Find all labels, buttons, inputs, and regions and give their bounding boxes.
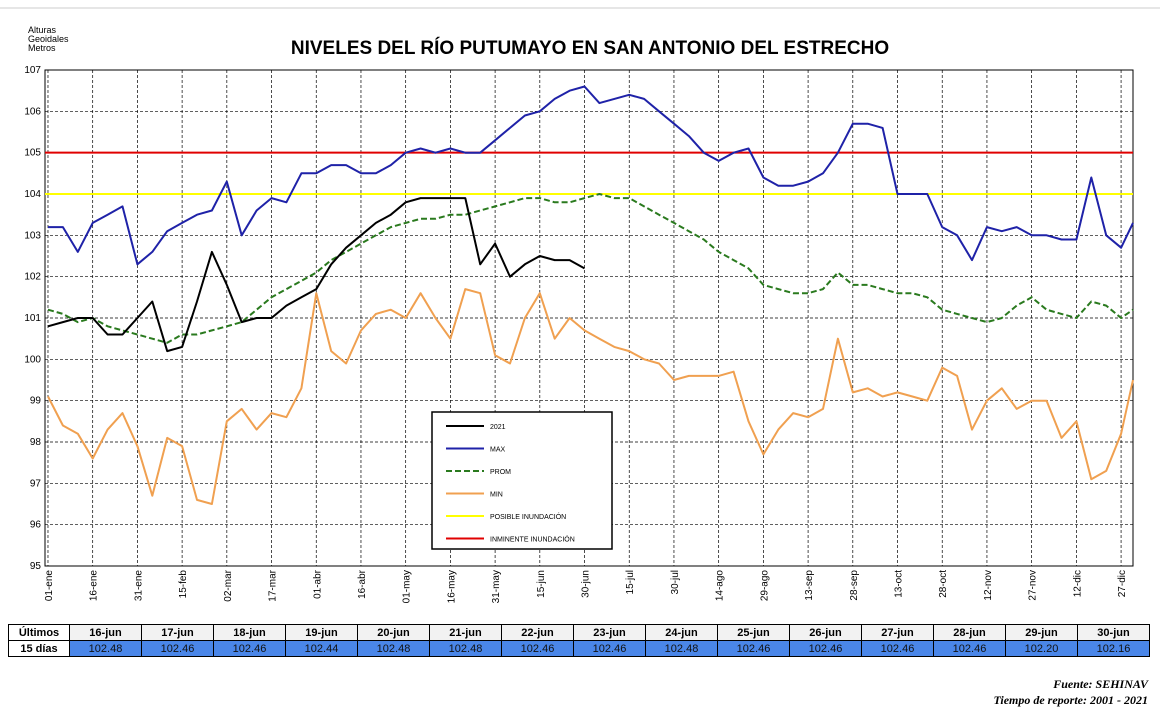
date-cell: 20-jun: [357, 624, 430, 641]
legend-box: [431, 411, 613, 550]
y-tick-label: 103: [24, 230, 41, 241]
value-cell: 102.16: [1077, 640, 1150, 657]
value-cell: 102.48: [645, 640, 718, 657]
x-tick-label: 16-ene: [89, 570, 100, 602]
x-tick-label: 15-jul: [625, 570, 636, 594]
legend-label: INMINENTE INUNDACIÓN: [490, 535, 575, 544]
legend-label: MIN: [490, 492, 503, 499]
x-tick-label: 13-oct: [894, 570, 905, 598]
date-cell: 18-jun: [213, 624, 286, 641]
x-tick-label: 16-may: [446, 570, 457, 603]
x-tick-label: 29-ago: [759, 570, 770, 602]
legend-label: MAX: [490, 447, 506, 454]
x-tick-label: 13-sep: [804, 570, 815, 601]
x-tick-label: 28-sep: [849, 570, 860, 601]
x-tick-label: 15-feb: [178, 570, 189, 599]
y-tick-label: 100: [24, 354, 41, 365]
date-cell: 24-jun: [645, 624, 718, 641]
value-cell: 102.46: [861, 640, 934, 657]
x-tick-label: 12-dic: [1072, 570, 1083, 597]
y-tick-label: 96: [30, 520, 42, 531]
x-tick-label: 12-nov: [983, 570, 994, 601]
date-cell: 21-jun: [429, 624, 502, 641]
date-cell: 17-jun: [141, 624, 214, 641]
date-cell: 22-jun: [501, 624, 574, 641]
date-cell: 23-jun: [573, 624, 646, 641]
value-cell: 102.48: [429, 640, 502, 657]
date-cell: 29-jun: [1005, 624, 1078, 641]
value-cell: 102.46: [213, 640, 286, 657]
x-tick-label: 27-dic: [1117, 570, 1128, 597]
period: Tiempo de reporte: 2001 - 2021: [993, 693, 1148, 707]
row-label: 15 días: [8, 640, 70, 657]
x-tick-label: 17-mar: [268, 569, 279, 601]
y-tick-label: 104: [24, 189, 41, 200]
y-axis-label: Alturas: [28, 25, 57, 35]
y-tick-label: 106: [24, 106, 41, 117]
chart-title: NIVELES DEL RÍO PUTUMAYO EN SAN ANTONIO …: [291, 37, 889, 59]
x-tick-label: 01-may: [402, 570, 413, 603]
value-cell: 102.46: [933, 640, 1006, 657]
date-cell: 27-jun: [861, 624, 934, 641]
legend-label: PROM: [490, 469, 511, 476]
value-cell: 102.48: [357, 640, 430, 657]
plot-border: [44, 69, 1134, 567]
date-cell: 16-jun: [69, 624, 142, 641]
y-tick-label: 105: [24, 148, 41, 159]
x-tick-label: 31-may: [491, 570, 502, 603]
value-cell: 102.20: [1005, 640, 1078, 657]
row-label: Últimos: [8, 624, 70, 641]
legend-label: 2021: [490, 424, 506, 431]
x-tick-label: 30-jul: [670, 570, 681, 594]
y-tick-label: 99: [30, 396, 42, 407]
x-tick-label: 01-abr: [312, 569, 323, 599]
series-line: [48, 85, 1134, 266]
legend-label: POSIBLE INUNDACIÓN: [490, 512, 566, 521]
x-tick-label: 28-oct: [938, 570, 949, 598]
value-cell: 102.44: [285, 640, 358, 657]
y-tick-label: 102: [24, 272, 41, 283]
value-cell: 102.46: [789, 640, 862, 657]
y-tick-label: 101: [24, 313, 41, 324]
date-cell: 28-jun: [933, 624, 1006, 641]
date-cell: 30-jun: [1077, 624, 1150, 641]
x-tick-label: 31-ene: [133, 570, 144, 602]
series-line: [47, 197, 585, 353]
y-tick-label: 107: [24, 65, 41, 76]
date-cell: 19-jun: [285, 624, 358, 641]
source: Fuente: SEHINAV: [1053, 677, 1148, 691]
y-tick-label: 98: [30, 437, 42, 448]
x-tick-label: 15-jun: [536, 570, 547, 598]
y-axis-label: Metros: [28, 43, 56, 53]
recent-table: Últimos 16-jun 17-jun 18-jun 19-jun 20-jun 21-…: [8, 624, 1150, 657]
x-tick-label: 27-nov: [1028, 570, 1039, 601]
x-tick-label: 16-abr: [357, 569, 368, 599]
date-cell: 25-jun: [717, 624, 790, 641]
x-tick-label: 01-ene: [44, 570, 55, 602]
date-cell: 26-jun: [789, 624, 862, 641]
value-cell: 102.46: [501, 640, 574, 657]
series-line: [47, 288, 1134, 505]
x-tick-label: 14-ago: [715, 570, 726, 602]
value-cell: 102.48: [69, 640, 142, 657]
value-cell: 102.46: [573, 640, 646, 657]
x-tick-label: 02-mar: [223, 569, 234, 601]
footer: Fuente: SEHINAV Tiempo de reporte: 2001 …: [993, 676, 1148, 707]
x-tick-label: 30-jun: [581, 570, 592, 598]
chart: NIVELES DEL RÍO PUTUMAYO EN SAN ANTONIO …: [0, 7, 1160, 603]
y-tick-label: 95: [30, 561, 42, 572]
value-cell: 102.46: [717, 640, 790, 657]
y-tick-label: 97: [30, 478, 42, 489]
y-axis-label: Geoidales: [28, 34, 69, 44]
value-cell: 102.46: [141, 640, 214, 657]
series-line: [47, 193, 1134, 344]
